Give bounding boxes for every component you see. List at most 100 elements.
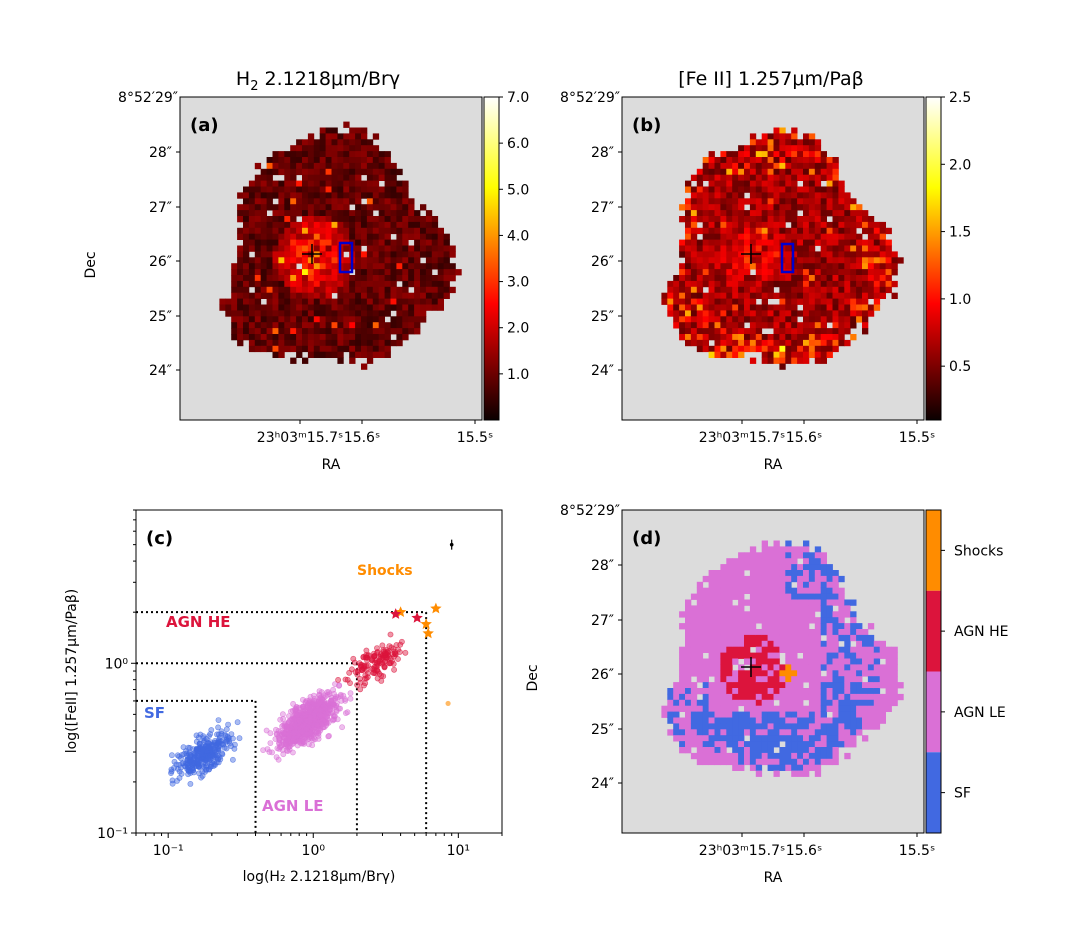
map-pixel [791, 729, 798, 736]
map-pixel [785, 735, 792, 742]
map-pixel [779, 227, 786, 235]
map-pixel [844, 257, 851, 264]
map-pixel [402, 192, 409, 199]
map-pixel [791, 693, 798, 701]
map-pixel [378, 192, 385, 199]
map-pixel [826, 623, 833, 630]
map-pixel [814, 764, 822, 771]
map-pixel [720, 227, 727, 235]
map-pixel [396, 221, 403, 229]
map-pixel [260, 322, 267, 329]
map-pixel [738, 151, 745, 158]
map-pixel [862, 693, 869, 701]
map-pixel [349, 328, 356, 335]
map-pixel [296, 186, 303, 193]
map-pixel [738, 345, 745, 353]
map-pixel [803, 623, 810, 630]
map-pixel [732, 741, 739, 748]
map-pixel [720, 658, 727, 665]
map-pixel [738, 652, 745, 659]
map-pixel [755, 180, 763, 187]
map-pixel [679, 269, 686, 276]
map-pixel [773, 705, 780, 712]
map-pixel [838, 304, 845, 311]
map-pixel [820, 339, 827, 347]
map-pixel [690, 233, 698, 240]
map-pixel [702, 605, 709, 612]
map-pixel [396, 216, 403, 223]
map-pixel [408, 328, 415, 335]
map-pixel [313, 310, 321, 317]
map-pixel [726, 316, 733, 323]
map-pixel [408, 204, 415, 211]
map-pixel [349, 304, 356, 311]
map-pixel [355, 310, 362, 317]
map-pixel [867, 640, 875, 648]
map-pixel [726, 752, 733, 760]
scatter-point [202, 768, 208, 775]
map-pixel [779, 623, 786, 630]
map-pixel [361, 151, 368, 158]
map-pixel [408, 221, 415, 229]
map-pixel [738, 322, 745, 329]
scatter-point [222, 731, 228, 738]
map-pixel [738, 676, 745, 683]
map-pixel [378, 328, 385, 335]
map-pixel [679, 304, 686, 311]
map-pixel [696, 292, 704, 299]
map-pixel [773, 558, 780, 565]
map-pixel [714, 581, 721, 589]
map-pixel [844, 204, 851, 211]
map-pixel [755, 629, 763, 636]
map-pixel [714, 587, 721, 594]
map-pixel [785, 263, 792, 270]
map-pixel [826, 257, 833, 264]
map-pixel [414, 322, 421, 329]
map-pixel [755, 611, 763, 618]
map-pixel [767, 688, 774, 695]
map-pixel [797, 157, 804, 164]
map-pixel [832, 652, 839, 659]
map-pixel [319, 339, 326, 347]
map-pixel [891, 251, 898, 258]
map-pixel [738, 334, 745, 341]
map-pixel [867, 304, 875, 311]
map-pixel [278, 257, 285, 264]
map-pixel [420, 304, 427, 311]
map-pixel [679, 251, 686, 258]
map-pixel [720, 699, 727, 707]
map-pixel [856, 699, 863, 707]
map-pixel [779, 133, 786, 140]
map-pixel [372, 145, 380, 152]
map-pixel [284, 186, 291, 193]
map-pixel [814, 682, 822, 689]
map-pixel [820, 316, 827, 323]
map-pixel [779, 292, 786, 299]
map-pixel [738, 623, 745, 630]
map-pixel [773, 216, 780, 223]
map-pixel [879, 682, 886, 689]
map-pixel [838, 670, 845, 677]
map-pixel [767, 634, 774, 642]
map-pixel [254, 180, 262, 187]
map-pixel [307, 162, 315, 170]
map-pixel [726, 351, 733, 358]
map-pixel [749, 198, 757, 205]
map-pixel [803, 151, 810, 158]
map-pixel [826, 263, 833, 270]
map-pixel [826, 758, 833, 766]
map-pixel [266, 186, 273, 193]
map-pixel [685, 280, 692, 288]
map-pixel [702, 741, 709, 748]
scatter-point [223, 726, 230, 733]
scatter-point [374, 661, 381, 667]
map-pixel [814, 640, 822, 648]
map-pixel [254, 192, 262, 199]
scatter-point [379, 642, 386, 649]
map-pixel [738, 310, 745, 317]
map-pixel [826, 587, 833, 594]
scatter-point [387, 631, 394, 638]
map-pixel [325, 345, 332, 353]
map-pixel [744, 729, 751, 736]
map-pixel [785, 233, 792, 240]
